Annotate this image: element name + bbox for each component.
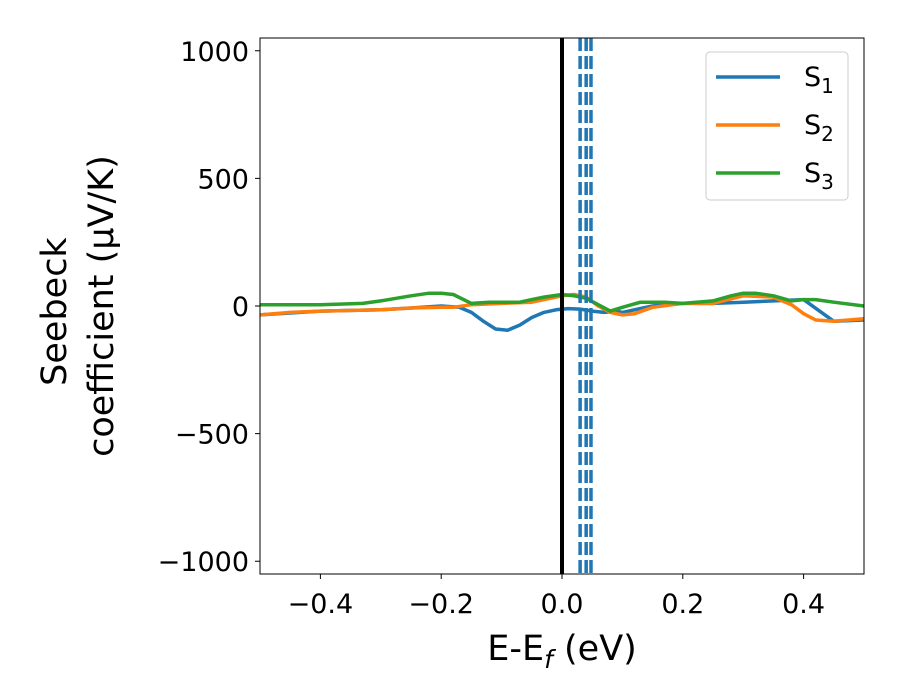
x-tick-label: −0.4 — [288, 589, 354, 620]
legend: S1 S2 S3 — [705, 51, 849, 201]
axis-ticks: −0.4 −0.2 0.0 0.2 0.4 1000 500 0 −500 −1000 — [158, 37, 825, 620]
y-tick-label: −1000 — [158, 547, 249, 578]
y-axis-label: Seebeck coefficient (μV/K) — [35, 155, 122, 457]
x-tick-label: 0.4 — [782, 589, 825, 620]
x-tick-label: −0.2 — [408, 589, 474, 620]
x-axis-label: E-Ef (eV) — [487, 629, 637, 674]
y-tick-label: −500 — [175, 420, 249, 451]
y-tick-label: 500 — [197, 164, 249, 195]
x-tick-label: 0.2 — [661, 589, 704, 620]
y-tick-label: 1000 — [180, 37, 249, 68]
legend-label-2: S2 — [804, 110, 834, 146]
y-axis-label-line1: Seebeck — [35, 237, 75, 386]
legend-label-1: S1 — [804, 62, 834, 98]
plot-area — [260, 38, 864, 574]
legend-label-3: S3 — [804, 158, 834, 194]
y-tick-label: 0 — [232, 292, 249, 323]
x-tick-label: 0.0 — [541, 589, 584, 620]
y-axis-label-line2: coefficient (μV/K) — [82, 155, 122, 457]
